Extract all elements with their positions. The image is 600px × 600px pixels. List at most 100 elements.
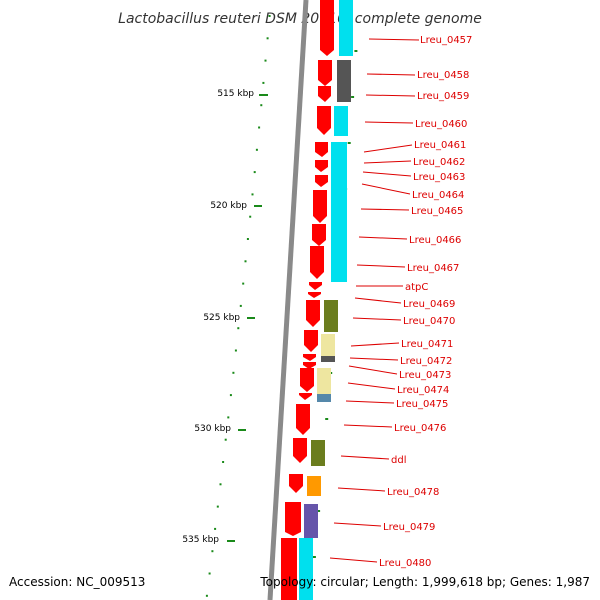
- kbp-label: 515 kbp: [217, 89, 254, 99]
- label-leader: [361, 183, 411, 195]
- scale-minor-tick: [262, 81, 265, 84]
- scale-minor-tick: [214, 527, 217, 530]
- label-leader: [340, 455, 390, 460]
- gene-label: Lreu_0478: [387, 487, 439, 498]
- label-leader: [349, 357, 399, 361]
- gene-label: atpC: [405, 282, 428, 293]
- genome-backbone: [267, 0, 309, 600]
- kbp-label: 530 kbp: [194, 424, 231, 434]
- cog-block-khaki: [321, 334, 335, 356]
- kbp-scale: 515 kbp 520 kbp 525 kbp 530 kbp 535 kbp: [182, 89, 268, 545]
- label-leader: [352, 317, 402, 321]
- gene-arrow: [315, 175, 328, 187]
- gene-label: Lreu_0480: [379, 558, 431, 569]
- label-leader: [368, 38, 420, 41]
- scale-minor-tick: [216, 505, 219, 508]
- gene-label: Lreu_0469: [403, 299, 455, 310]
- gene-arrow: [317, 106, 331, 135]
- scale-minor-tick: [208, 572, 211, 575]
- gene-label: Lreu_0466: [409, 235, 461, 246]
- gene-arrow: [318, 86, 331, 102]
- cog-band-cyan: [339, 0, 353, 56]
- gene-arrow: [296, 404, 310, 435]
- gene-label: Lreu_0463: [413, 172, 465, 183]
- cog-block-gray: [337, 60, 351, 102]
- track-minor-tick: [347, 142, 351, 144]
- scale-minor-tick: [255, 148, 258, 151]
- label-leader: [333, 522, 382, 527]
- cog-block-khaki: [317, 368, 331, 394]
- label-leader: [364, 121, 414, 124]
- gene-arrow: [303, 354, 316, 361]
- gene-label: Lreu_0479: [383, 522, 435, 533]
- cog-block-cyan: [334, 106, 348, 136]
- scale-minor-tick: [219, 483, 222, 486]
- cog-band-cyan: [299, 538, 313, 600]
- scale-minor-tick: [232, 371, 235, 374]
- scale-minor-tick: [260, 104, 263, 107]
- gene-arrow: [303, 362, 316, 369]
- label-leader: [360, 208, 410, 211]
- scale-minor-tick: [234, 349, 237, 352]
- gene-arrow: [299, 393, 312, 400]
- cog-block-olive: [311, 440, 325, 466]
- gene-label: Lreu_0462: [413, 157, 465, 168]
- track-minor-tick: [351, 96, 355, 98]
- cog-block-orange: [307, 476, 321, 496]
- gene-arrow: [300, 368, 314, 392]
- track-minor-tick: [317, 510, 321, 512]
- label-leader: [365, 94, 416, 97]
- gene-label: Lreu_0470: [403, 316, 455, 327]
- label-leader: [329, 557, 378, 563]
- gene-label: Lreu_0465: [411, 206, 463, 217]
- label-leader: [348, 365, 398, 375]
- gene-label: Lreu_0473: [399, 370, 451, 381]
- scale-minor-tick: [249, 215, 252, 218]
- cog-block-purple: [304, 504, 318, 538]
- gene-arrow: [320, 0, 334, 56]
- gene-label: Lreu_0476: [394, 423, 446, 434]
- genome-summary: Topology: circular; Length: 1,999,618 bp…: [259, 575, 590, 589]
- accession-label: Accession: NC_009513: [9, 575, 145, 589]
- scale-minor-tick: [224, 438, 227, 441]
- map-title: Lactobacillus reuteri DSM 20016, complet…: [118, 11, 482, 27]
- scale-minor-tick: [211, 550, 214, 553]
- scale-minor-tick: [266, 37, 269, 40]
- gene-arrow: [318, 60, 332, 86]
- gene-arrow: [312, 224, 326, 246]
- gene-arrow: [315, 142, 328, 157]
- scale-minor-tick: [251, 193, 254, 196]
- scale-minor-tick: [229, 394, 232, 397]
- gene-label: Lreu_0467: [407, 263, 459, 274]
- gene-labels: Lreu_0457 Lreu_0458 Lreu_0459 Lreu_0460 …: [329, 35, 472, 569]
- gene-label: Lreu_0464: [412, 190, 464, 201]
- track-minor-tick: [354, 50, 358, 52]
- label-leader: [354, 297, 402, 304]
- gene-arrow: [315, 160, 328, 172]
- scale-minor-tick: [258, 126, 261, 129]
- kbp-label: 525 kbp: [203, 313, 240, 323]
- scale-minor-tick: [239, 304, 242, 307]
- scale-minor-tick: [264, 59, 267, 62]
- cog-block-blue: [317, 394, 331, 402]
- scale-minor-tick: [227, 416, 230, 419]
- gene-arrow: [289, 474, 303, 493]
- track-minor-tick: [312, 556, 316, 558]
- gene-label: Lreu_0471: [401, 339, 453, 350]
- gene-label: Lreu_0472: [400, 356, 452, 367]
- gene-arrows: [281, 0, 334, 600]
- cog-track: [299, 0, 353, 600]
- gene-label: Lreu_0461: [414, 140, 466, 151]
- gene-arrow: [281, 538, 297, 600]
- gene-label: Lreu_0475: [396, 399, 448, 410]
- label-leader: [366, 73, 416, 76]
- scale-minor-tick: [242, 282, 245, 285]
- label-leader: [347, 382, 396, 390]
- label-leader: [345, 400, 395, 404]
- gene-label: Lreu_0457: [420, 35, 472, 46]
- gene-arrow: [285, 502, 301, 536]
- label-leader: [343, 424, 393, 428]
- cog-block-olive: [324, 300, 338, 332]
- scale-minor-tick: [222, 461, 225, 463]
